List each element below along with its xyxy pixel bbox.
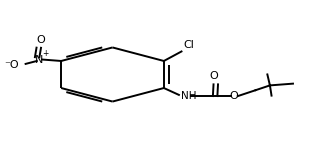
Text: NH: NH: [181, 91, 197, 101]
Text: O: O: [229, 91, 238, 101]
Text: O: O: [37, 35, 45, 45]
Text: N: N: [35, 55, 43, 65]
Text: ⁻O: ⁻O: [4, 60, 19, 70]
Text: +: +: [43, 49, 49, 58]
Text: O: O: [209, 72, 218, 82]
Text: Cl: Cl: [183, 40, 194, 50]
